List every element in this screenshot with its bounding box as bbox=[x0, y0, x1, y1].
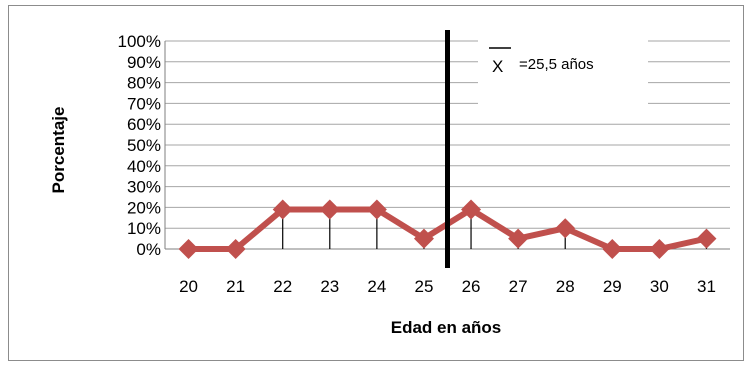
y-tick-label: 0% bbox=[136, 240, 161, 259]
x-tick-label: 23 bbox=[320, 277, 339, 296]
y-tick-label: 60% bbox=[127, 115, 161, 134]
y-axis-title: Porcentaje bbox=[49, 107, 68, 194]
x-tick-label: 20 bbox=[179, 277, 198, 296]
data-point bbox=[272, 199, 293, 220]
x-tick-label: 31 bbox=[697, 277, 716, 296]
mean-symbol: X bbox=[492, 57, 503, 76]
data-point bbox=[696, 228, 717, 249]
data-point bbox=[602, 239, 623, 259]
data-point bbox=[508, 228, 529, 249]
data-point bbox=[555, 218, 576, 239]
x-tick-label: 28 bbox=[556, 277, 575, 296]
data-point bbox=[178, 239, 199, 259]
y-tick-label: 30% bbox=[127, 178, 161, 197]
annotation-box bbox=[478, 38, 648, 104]
y-tick-label: 20% bbox=[127, 198, 161, 217]
data-point bbox=[366, 199, 387, 220]
y-tick-label: 80% bbox=[127, 74, 161, 93]
y-tick-label: 100% bbox=[118, 32, 161, 51]
x-tick-label: 25 bbox=[414, 277, 433, 296]
y-tick-label: 10% bbox=[127, 219, 161, 238]
x-axis-title: Edad en años bbox=[391, 318, 502, 337]
data-point bbox=[649, 239, 670, 259]
x-tick-label: 30 bbox=[650, 277, 669, 296]
x-axis-ticks: 20 21 22 23 24 25 26 27 28 29 30 31 bbox=[179, 277, 716, 296]
x-tick-label: 29 bbox=[603, 277, 622, 296]
drop-lines bbox=[282, 209, 708, 249]
x-tick-label: 24 bbox=[367, 277, 386, 296]
mean-label: =25,5 años bbox=[519, 56, 594, 73]
x-tick-label: 21 bbox=[226, 277, 245, 296]
mean-annotation: X =25,5 años bbox=[478, 38, 648, 104]
x-tick-label: 26 bbox=[462, 277, 481, 296]
x-tick-label: 22 bbox=[273, 277, 292, 296]
y-tick-label: 90% bbox=[127, 53, 161, 72]
y-tick-label: 40% bbox=[127, 157, 161, 176]
x-tick-label: 27 bbox=[509, 277, 528, 296]
data-point bbox=[413, 228, 434, 249]
y-tick-label: 70% bbox=[127, 94, 161, 113]
y-tick-label: 50% bbox=[127, 136, 161, 155]
data-point bbox=[461, 199, 482, 220]
data-point bbox=[319, 199, 340, 220]
data-point bbox=[225, 239, 246, 259]
y-axis-ticks: 0% 10% 20%30% 40% 50% 60% 70%80% 90% 100% bbox=[118, 32, 161, 259]
